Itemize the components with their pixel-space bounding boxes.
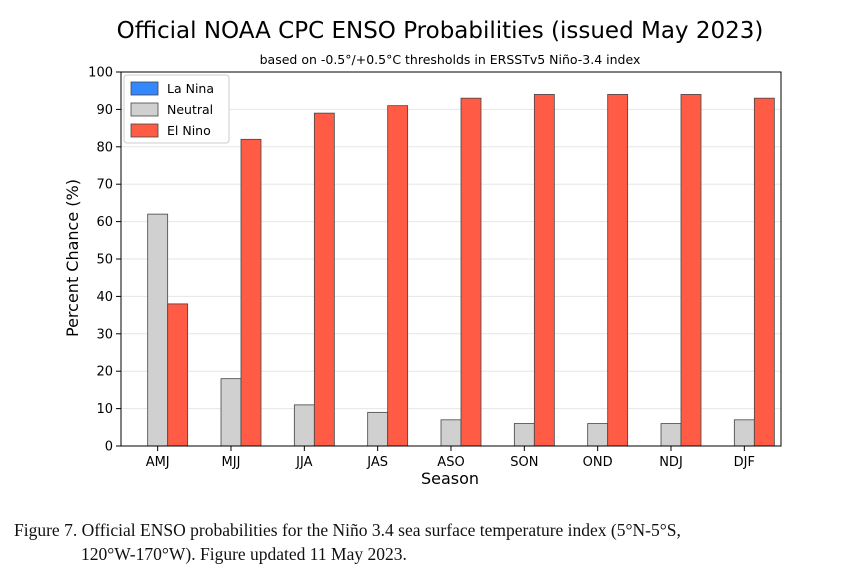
y-tick-label: 40 (96, 290, 113, 305)
bar-neutral-ond (587, 423, 609, 447)
x-axis-label: Season (421, 469, 479, 488)
bar-neutral-ndj (660, 423, 682, 447)
y-tick-label: 10 (96, 402, 113, 417)
x-tick-label: DJF (734, 455, 755, 470)
x-tick-label: OND (583, 455, 613, 470)
caption-line-1: Figure 7. Official ENSO probabilities fo… (14, 520, 681, 540)
x-tick-label: JAS (366, 455, 388, 470)
bar-neutral-jas (367, 411, 389, 447)
y-tick-label: 70 (96, 178, 113, 193)
gridlines (121, 108, 781, 410)
bar-el-nino-ond (607, 94, 629, 447)
legend-swatch-el-nino (130, 123, 159, 138)
x-tick-label: NDJ (659, 455, 683, 470)
y-tick-label: 60 (96, 215, 113, 230)
enso-probability-chart: Official NOAA CPC ENSO Probabilities (is… (63, 18, 782, 488)
x-tick-label: AMJ (146, 455, 170, 470)
x-axis-ticks: AMJ MJJ JJA JAS ASO SON OND NDJ DJF (146, 446, 755, 470)
bar-el-nino-jas (387, 105, 409, 447)
legend-label-el-nino: El Nino (167, 123, 211, 138)
figure-caption: Figure 7. Official ENSO probabilities fo… (14, 518, 854, 566)
bar-neutral-aso (440, 419, 462, 447)
y-tick-label: 50 (96, 253, 113, 268)
bar-el-nino-aso (460, 97, 482, 447)
y-tick-label: 20 (96, 365, 113, 380)
x-tick-label: MJJ (222, 455, 241, 470)
legend-label-neutral: Neutral (167, 102, 213, 117)
y-tick-label: 80 (96, 140, 113, 155)
legend-label-la-nina: La Nina (167, 81, 214, 96)
y-tick-label: 0 (105, 440, 113, 455)
y-axis-label: Percent Chance (%) (63, 179, 82, 337)
x-tick-label: ASO (437, 455, 464, 470)
caption-line-2: 120°W-170°W). Figure updated 11 May 2023… (81, 544, 407, 564)
bar-el-nino-son (533, 94, 555, 447)
bar-el-nino-amj (167, 303, 189, 447)
bars (147, 94, 775, 447)
legend-swatch-neutral (130, 102, 159, 117)
legend: La Nina Neutral El Nino (123, 74, 230, 144)
chart-title: Official NOAA CPC ENSO Probabilities (is… (117, 18, 764, 44)
chart-subtitle: based on -0.5°/+0.5°C thresholds in ERSS… (260, 52, 641, 67)
bar-neutral-djf (733, 419, 755, 447)
bar-el-nino-jja (313, 112, 335, 447)
legend-swatch-la-nina (130, 81, 159, 96)
bar-el-nino-mjj (240, 138, 262, 447)
y-tick-label: 30 (96, 327, 113, 342)
y-tick-label: 90 (96, 103, 113, 118)
bar-neutral-amj (147, 213, 169, 447)
x-tick-label: JJA (295, 455, 312, 470)
bar-el-nino-ndj (680, 94, 702, 447)
x-tick-label: SON (510, 455, 538, 470)
bar-neutral-mjj (220, 378, 242, 447)
bar-neutral-jja (293, 404, 315, 447)
y-axis-ticks: 0 10 20 30 40 50 60 70 80 90 100 (88, 66, 121, 455)
bar-neutral-son (513, 423, 535, 447)
y-tick-label: 100 (88, 66, 113, 81)
bar-el-nino-djf (753, 97, 775, 447)
